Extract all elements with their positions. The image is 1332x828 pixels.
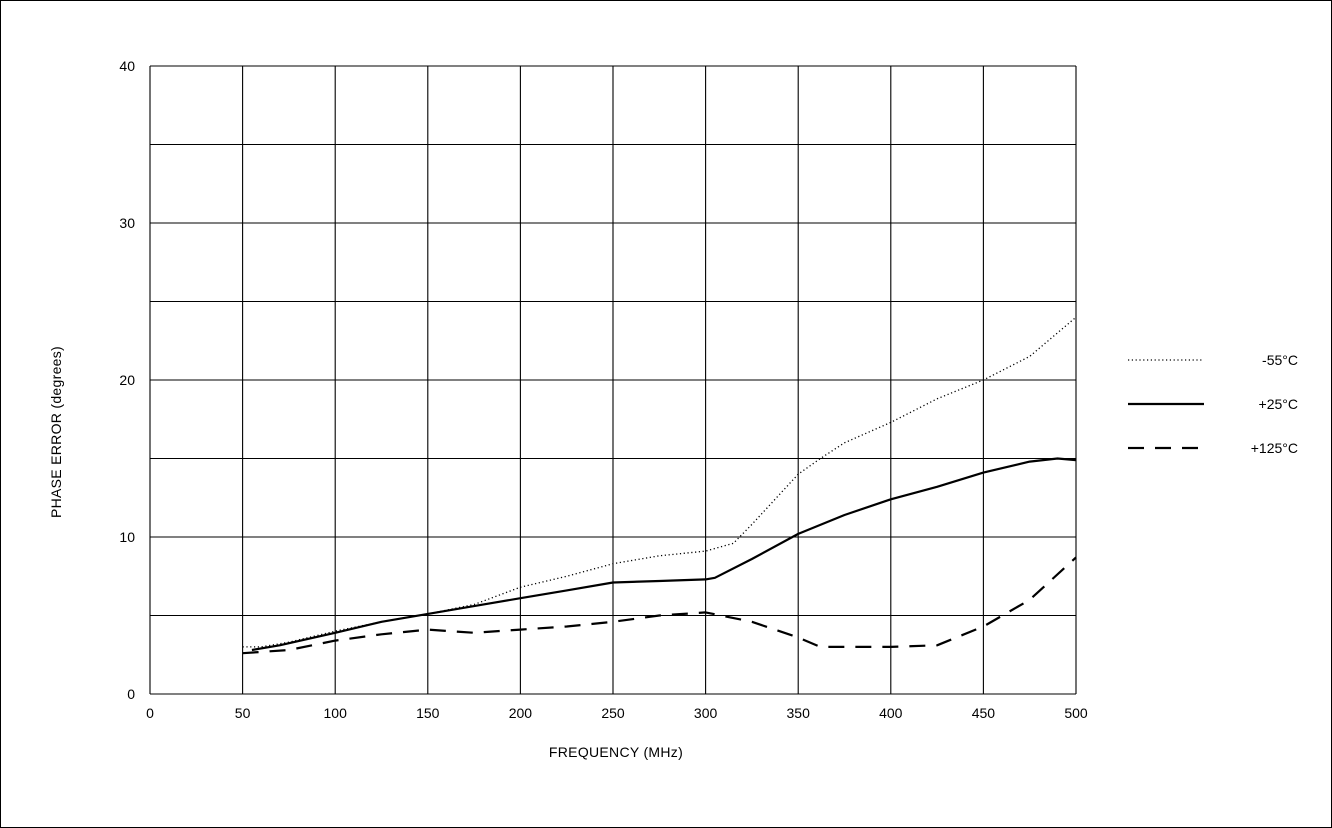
legend-label-1: +25°C xyxy=(1259,396,1298,412)
y-tick-labels: 0 10 20 30 40 xyxy=(119,58,135,702)
x-tick-label: 50 xyxy=(235,705,251,721)
x-axis-label: FREQUENCY (MHz) xyxy=(549,744,683,760)
grid xyxy=(149,65,1077,695)
y-tick-label: 0 xyxy=(127,686,135,702)
y-tick-label: 40 xyxy=(119,58,135,74)
x-tick-label: 400 xyxy=(879,705,903,721)
x-tick-label: 300 xyxy=(694,705,718,721)
legend: -55°C +25°C +125°C xyxy=(1128,352,1298,456)
x-tick-label: 450 xyxy=(972,705,996,721)
y-tick-label: 20 xyxy=(119,372,135,388)
series-group xyxy=(242,316,1077,655)
x-tick-label: 350 xyxy=(787,705,811,721)
legend-label-0: -55°C xyxy=(1262,352,1298,368)
y-tick-label: 30 xyxy=(119,215,135,231)
x-tick-labels: 0 50 100 150 200 250 300 350 400 450 500 xyxy=(146,705,1088,721)
y-tick-label: 10 xyxy=(119,529,135,545)
y-axis-label: PHASE ERROR (degrees) xyxy=(48,346,64,518)
legend-label-2: +125°C xyxy=(1251,440,1298,456)
x-tick-label: 250 xyxy=(601,705,625,721)
series-line-1 xyxy=(251,457,1077,652)
x-tick-label: 500 xyxy=(1064,705,1088,721)
x-tick-label: 150 xyxy=(416,705,440,721)
x-tick-label: 100 xyxy=(324,705,348,721)
series-line-2 xyxy=(242,556,1077,655)
x-tick-label: 200 xyxy=(509,705,533,721)
x-tick-label: 0 xyxy=(146,705,154,721)
